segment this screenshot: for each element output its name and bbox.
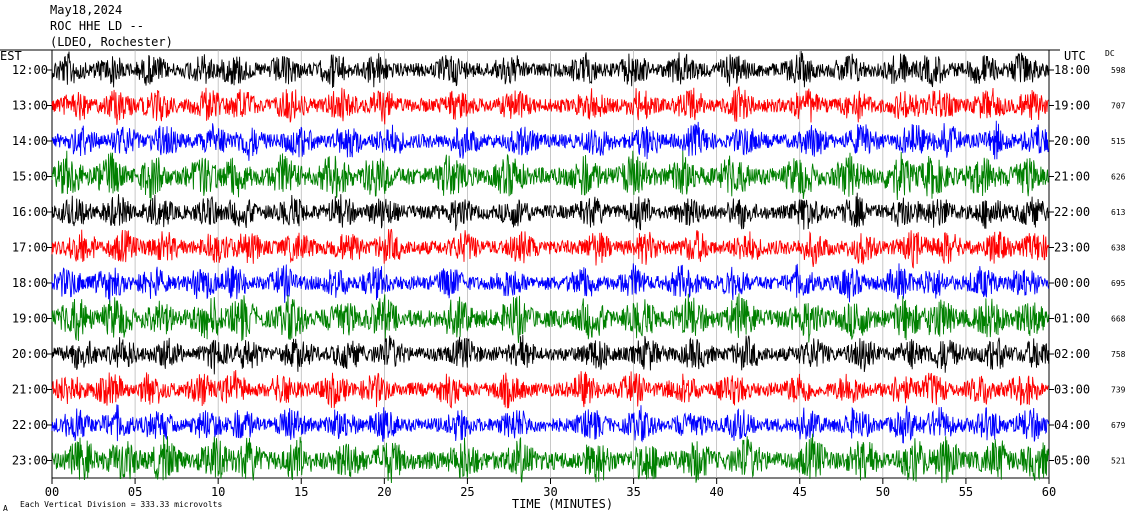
est-label-16:00: 16:00	[12, 205, 48, 219]
dc-value-1: 707	[1111, 102, 1126, 111]
dc-value-6: 695	[1111, 279, 1126, 288]
utc-label-01:00: 01:00	[1054, 312, 1090, 326]
est-label-14:00: 14:00	[12, 134, 48, 148]
corner-mark: A	[3, 504, 8, 513]
trace-19:00	[51, 293, 1050, 343]
est-label-13:00: 13:00	[12, 99, 48, 113]
dc-value-2: 515	[1111, 137, 1126, 146]
x-tick-label-45: 45	[793, 485, 807, 499]
x-axis-label: TIME (MINUTES)	[512, 497, 613, 511]
right-axis-title: UTC	[1064, 49, 1086, 63]
utc-label-03:00: 03:00	[1054, 383, 1090, 397]
x-tick-label-30: 30	[543, 485, 557, 499]
est-label-20:00: 20:00	[12, 347, 48, 361]
trace-12:00	[51, 50, 1050, 88]
dc-value-3: 626	[1111, 173, 1126, 182]
trace-13:00	[51, 85, 1049, 125]
dc-value-9: 739	[1111, 386, 1126, 395]
dc-value-4: 613	[1111, 208, 1126, 217]
trace-21:00	[51, 369, 1049, 409]
scale-label: Each Vertical Division = 333.33 microvol…	[20, 500, 223, 509]
est-label-23:00: 23:00	[12, 454, 48, 468]
utc-label-05:00: 05:00	[1054, 454, 1090, 468]
station-label: ROC HHE LD --	[50, 19, 144, 33]
x-tick-label-50: 50	[876, 485, 890, 499]
x-tick-label-00: 00	[45, 485, 59, 499]
est-label-18:00: 18:00	[12, 276, 48, 290]
trace-22:00	[51, 404, 1050, 444]
utc-label-04:00: 04:00	[1054, 418, 1090, 432]
dc-value-0: 598	[1111, 66, 1126, 75]
utc-label-20:00: 20:00	[1054, 134, 1090, 148]
date-label: May18,2024	[50, 3, 123, 17]
x-tick-label-10: 10	[211, 485, 225, 499]
utc-label-23:00: 23:00	[1054, 241, 1090, 255]
x-tick-label-60: 60	[1042, 485, 1056, 499]
dc-value-7: 668	[1111, 315, 1126, 324]
x-tick-label-15: 15	[294, 485, 308, 499]
x-tick-label-20: 20	[377, 485, 391, 499]
dc-title: DC	[1105, 49, 1115, 58]
est-label-22:00: 22:00	[12, 418, 48, 432]
dc-value-11: 521	[1111, 457, 1126, 466]
est-label-17:00: 17:00	[12, 241, 48, 255]
x-tick-label-25: 25	[460, 485, 474, 499]
utc-label-00:00: 00:00	[1054, 276, 1090, 290]
trace-16:00	[51, 192, 1050, 231]
est-label-12:00: 12:00	[12, 63, 48, 77]
x-tick-label-55: 55	[959, 485, 973, 499]
trace-20:00	[51, 334, 1050, 375]
dc-value-8: 758	[1111, 350, 1126, 359]
utc-label-22:00: 22:00	[1054, 205, 1090, 219]
x-tick-label-05: 05	[128, 485, 142, 499]
x-tick-label-35: 35	[626, 485, 640, 499]
utc-label-21:00: 21:00	[1054, 170, 1090, 184]
location-label: (LDEO, Rochester)	[50, 35, 173, 49]
utc-label-02:00: 02:00	[1054, 347, 1090, 361]
dc-value-10: 679	[1111, 421, 1126, 430]
est-label-15:00: 15:00	[12, 170, 48, 184]
x-tick-label-40: 40	[709, 485, 723, 499]
utc-label-18:00: 18:00	[1054, 63, 1090, 77]
trace-14:00	[51, 120, 1050, 161]
left-axis-title: EST	[0, 49, 22, 63]
trace-17:00	[51, 228, 1050, 269]
dc-value-5: 638	[1111, 244, 1126, 253]
est-label-21:00: 21:00	[12, 383, 48, 397]
trace-15:00	[51, 150, 1050, 201]
utc-label-19:00: 19:00	[1054, 99, 1090, 113]
trace-18:00	[51, 263, 1050, 303]
est-label-19:00: 19:00	[12, 312, 48, 326]
trace-23:00	[51, 433, 1050, 484]
